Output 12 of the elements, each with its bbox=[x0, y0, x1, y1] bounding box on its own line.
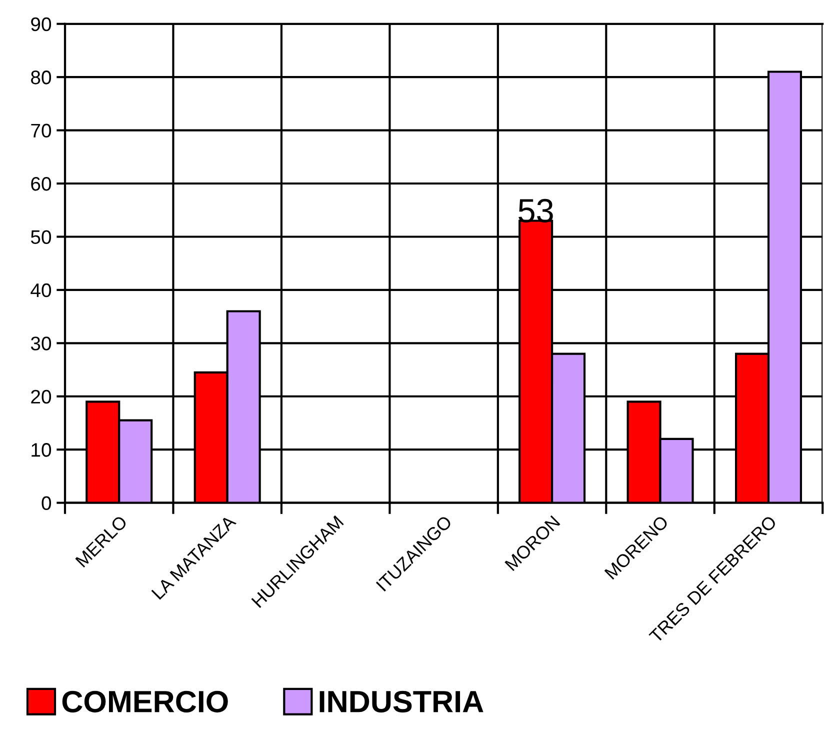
y-tick-label: 40 bbox=[30, 283, 52, 298]
y-tick-label: 80 bbox=[31, 70, 52, 84]
legend-label: COMERCIO bbox=[62, 690, 228, 712]
y-tick-label: 20 bbox=[31, 390, 52, 404]
y-tick-label: 50 bbox=[30, 230, 52, 244]
legend-label: INDUSTRIA bbox=[320, 690, 484, 712]
y-tick-label: 0 bbox=[42, 496, 52, 510]
y-tick-label: 30 bbox=[30, 336, 52, 350]
y-tick-label: 90 bbox=[31, 17, 52, 32]
y-tick-label: 70 bbox=[31, 124, 52, 138]
y-tick-label: 60 bbox=[31, 176, 52, 191]
y-tick-label: 10 bbox=[32, 443, 52, 457]
